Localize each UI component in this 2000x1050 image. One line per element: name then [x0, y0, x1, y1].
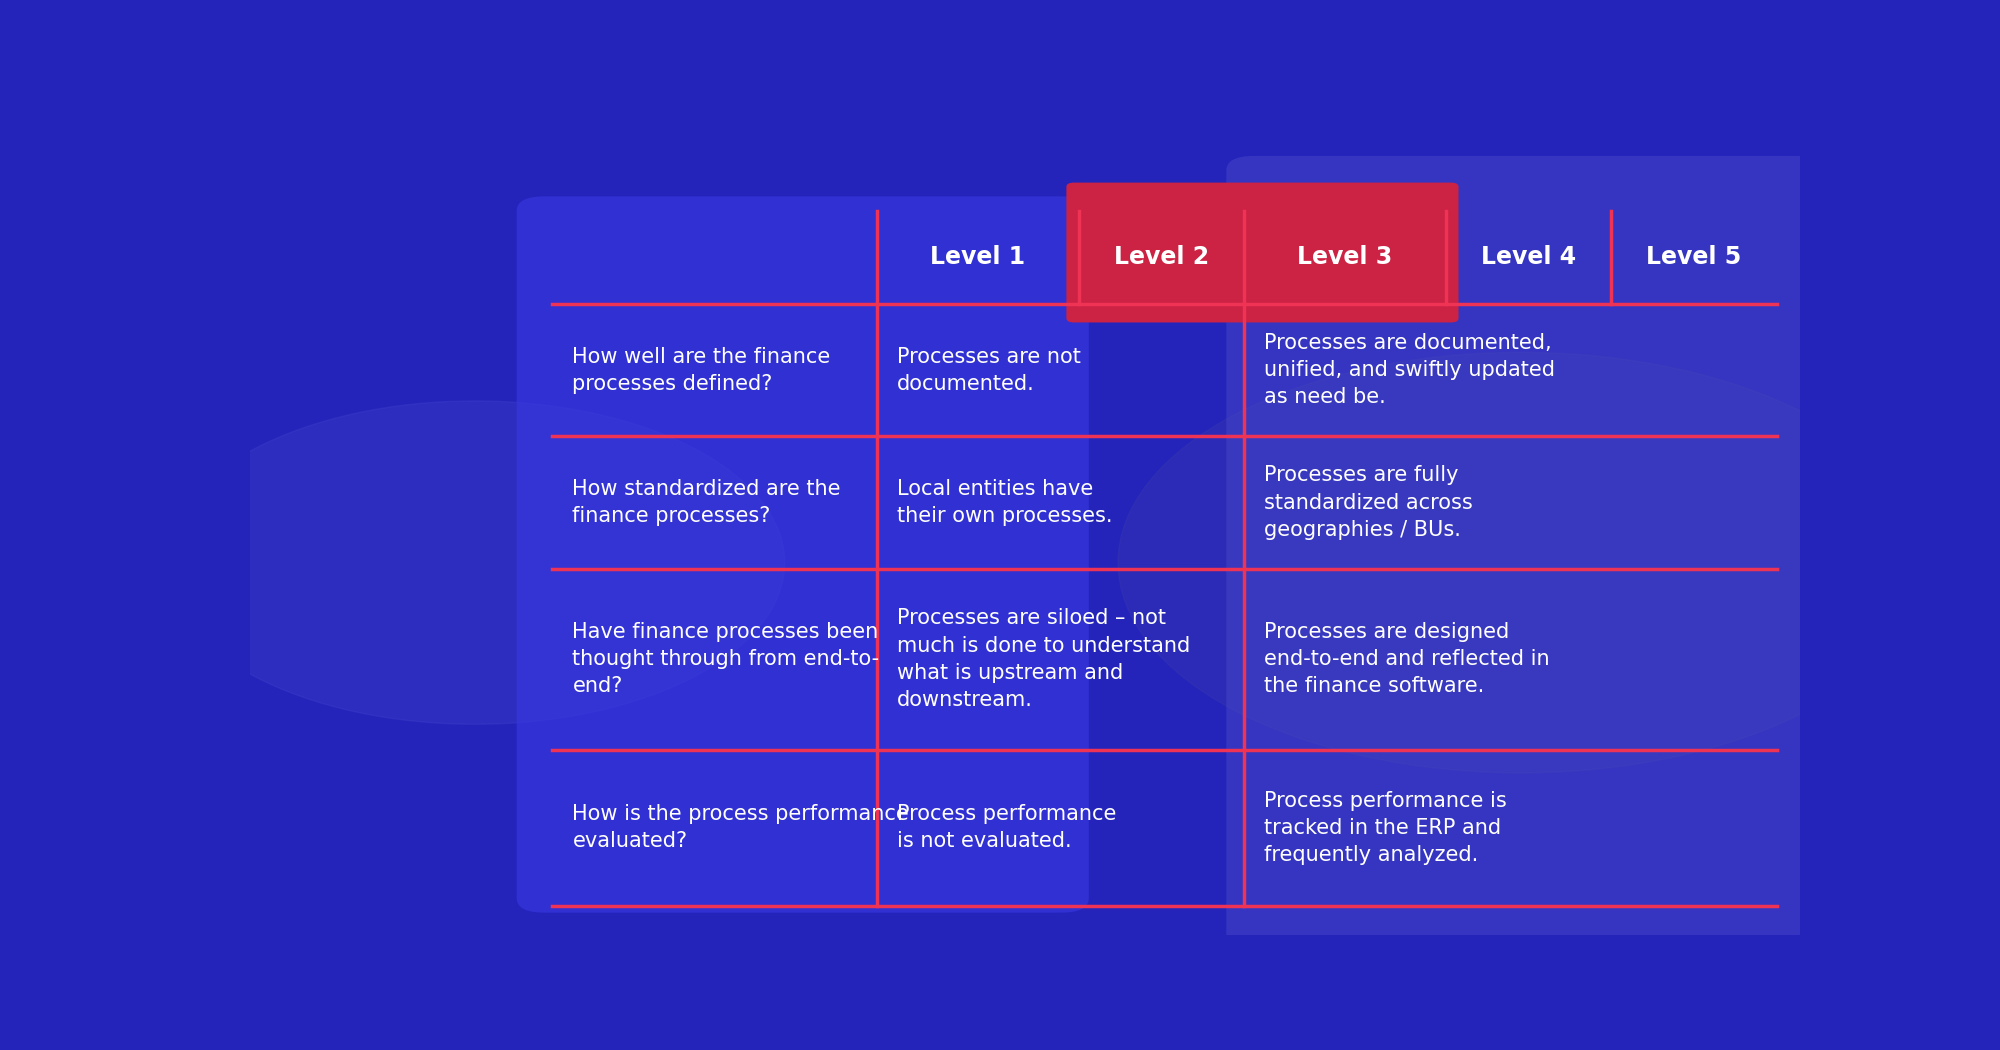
Text: Process performance
is not evaluated.: Process performance is not evaluated.	[896, 804, 1116, 852]
Text: How is the process performance
evaluated?: How is the process performance evaluated…	[572, 804, 910, 852]
Text: Process performance is
tracked in the ERP and
frequently analyzed.: Process performance is tracked in the ER…	[1264, 791, 1506, 865]
Text: Processes are designed
end-to-end and reflected in
the finance software.: Processes are designed end-to-end and re…	[1264, 622, 1550, 696]
Text: Processes are fully
standardized across
geographies / BUs.: Processes are fully standardized across …	[1264, 465, 1472, 540]
Text: Level 5: Level 5	[1646, 246, 1742, 270]
Text: Level 3: Level 3	[1298, 246, 1392, 270]
FancyBboxPatch shape	[1066, 183, 1458, 322]
Text: Processes are not
documented.: Processes are not documented.	[896, 346, 1080, 394]
Circle shape	[1118, 353, 1924, 773]
Text: Processes are documented,
unified, and swiftly updated
as need be.: Processes are documented, unified, and s…	[1264, 333, 1556, 407]
Text: How well are the finance
processes defined?: How well are the finance processes defin…	[572, 346, 830, 394]
Text: Have finance processes been
thought through from end-to-
end?: Have finance processes been thought thro…	[572, 622, 880, 696]
FancyBboxPatch shape	[516, 196, 1088, 912]
Text: Level 4: Level 4	[1482, 246, 1576, 270]
Text: Processes are siloed – not
much is done to understand
what is upstream and
downs: Processes are siloed – not much is done …	[896, 608, 1190, 710]
Circle shape	[164, 401, 784, 724]
Text: Level 1: Level 1	[930, 246, 1026, 270]
FancyBboxPatch shape	[1226, 155, 1830, 953]
Text: How standardized are the
finance processes?: How standardized are the finance process…	[572, 479, 840, 526]
Text: Local entities have
their own processes.: Local entities have their own processes.	[896, 479, 1112, 526]
Text: Level 2: Level 2	[1114, 246, 1210, 270]
